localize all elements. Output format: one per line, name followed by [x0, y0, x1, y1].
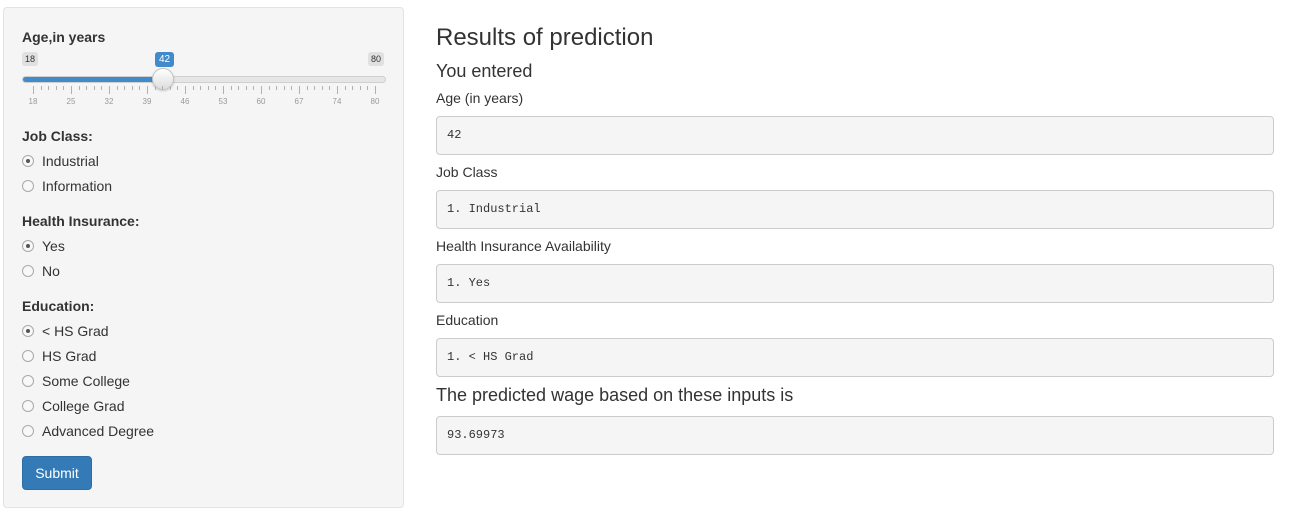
age-slider-tick-label: 32 [104, 97, 114, 106]
submit-button[interactable]: Submit [22, 456, 92, 490]
education-lt-hs-grad-radio[interactable] [22, 325, 34, 337]
age-slider-tick-label: 74 [332, 97, 342, 106]
health-insurance-yes-radio[interactable] [22, 240, 34, 252]
age-slider-tick-label: 39 [142, 97, 152, 106]
job-class-information-radio[interactable] [22, 180, 34, 192]
age-slider-minor-tick [200, 86, 202, 90]
age-slider-major-tick [337, 86, 338, 94]
age-slider-minor-tick [63, 86, 65, 90]
health-insurance-no-label[interactable]: No [42, 263, 60, 279]
job-class-output-box: 1. Industrial [436, 190, 1274, 229]
age-slider-minor-tick [215, 86, 217, 90]
age-slider-minor-tick [131, 86, 133, 90]
age-slider-tick-label: 80 [370, 97, 380, 106]
age-slider-major-tick [261, 86, 262, 94]
education-label: Education: [22, 298, 95, 314]
health-insurance-output-box: 1. Yes [436, 264, 1274, 303]
age-slider-minor-tick [245, 86, 247, 90]
age-slider-minor-tick [86, 86, 88, 90]
education-advanced-degree-radio[interactable] [22, 425, 34, 437]
education-advanced-degree-label[interactable]: Advanced Degree [42, 423, 155, 439]
age-slider-minor-tick [276, 86, 278, 90]
education-some-college-label[interactable]: Some College [42, 373, 130, 389]
education-some-college-radio[interactable] [22, 375, 34, 387]
age-slider-max-label: 80 [368, 52, 385, 66]
age-slider-minor-tick [268, 86, 270, 90]
age-slider-minor-tick [314, 86, 316, 90]
age-slider-tick-label: 67 [294, 97, 304, 106]
age-slider-minor-tick [192, 86, 194, 90]
age-output-box: 42 [436, 116, 1274, 155]
education-hs-grad-label[interactable]: HS Grad [42, 348, 97, 364]
you-entered-heading: You entered [436, 61, 533, 81]
age-slider-major-tick [299, 86, 300, 94]
health-insurance-output-label: Health Insurance Availability [436, 238, 611, 254]
age-slider-minor-tick [238, 86, 240, 90]
age-slider-minor-tick [93, 86, 95, 90]
predicted-wage-heading: The predicted wage based on these inputs… [436, 385, 794, 405]
age-slider-major-tick [147, 86, 148, 94]
health-insurance-label: Health Insurance: [22, 213, 140, 229]
age-slider-major-tick [71, 86, 72, 94]
age-slider-major-tick [375, 86, 376, 94]
age-slider-value-label: 42 [155, 52, 175, 67]
age-slider-minor-tick [162, 86, 164, 90]
age-slider-minor-tick [291, 86, 293, 90]
age-slider-minor-tick [230, 86, 232, 90]
education-college-grad-label[interactable]: College Grad [42, 398, 125, 414]
age-slider-tick-label: 46 [180, 97, 190, 106]
age-slider-minor-tick [329, 86, 331, 90]
job-class-label: Job Class: [22, 128, 93, 144]
results-title: Results of prediction [436, 24, 654, 51]
age-slider-minor-tick [352, 86, 354, 90]
age-slider-label: Age,in years [22, 29, 106, 45]
health-insurance-no-radio[interactable] [22, 265, 34, 277]
age-slider-minor-tick [124, 86, 126, 90]
age-slider-minor-tick [78, 86, 80, 90]
age-slider-minor-tick [321, 86, 323, 90]
job-class-industrial-label[interactable]: Industrial [42, 153, 99, 169]
age-slider-minor-tick [367, 86, 369, 90]
education-output-box: 1. < HS Grad [436, 338, 1274, 377]
education-hs-grad-radio[interactable] [22, 350, 34, 362]
age-slider-tick-label: 53 [218, 97, 228, 106]
age-slider-track[interactable] [22, 76, 386, 83]
age-slider-minor-tick [359, 86, 361, 90]
age-slider-major-tick [109, 86, 110, 94]
age-slider-fill [23, 77, 164, 82]
input-sidebar-panel: Age,in years 18 42 80 18 25 32 39 46 53 60 67 74… [3, 7, 404, 508]
job-class-information-label[interactable]: Information [42, 178, 113, 194]
job-class-industrial-radio[interactable] [22, 155, 34, 167]
age-slider-minor-tick [306, 86, 308, 90]
age-slider-minor-tick [48, 86, 50, 90]
age-slider-minor-tick [139, 86, 141, 90]
predicted-wage-output-box: 93.69973 [436, 416, 1274, 455]
age-slider-major-tick [33, 86, 34, 94]
age-slider-tick-label: 60 [256, 97, 266, 106]
age-output-label: Age (in years) [436, 90, 524, 106]
education-lt-hs-grad-label[interactable]: < HS Grad [42, 323, 109, 339]
age-slider-tick-label: 18 [28, 97, 38, 106]
age-slider-minor-tick [177, 86, 179, 90]
age-slider-minor-tick [55, 86, 57, 90]
age-slider-minor-tick [344, 86, 346, 90]
age-slider-major-tick [185, 86, 186, 94]
age-slider-minor-tick [283, 86, 285, 90]
education-output-label: Education [436, 312, 499, 328]
job-class-output-label: Job Class [436, 164, 498, 180]
age-slider-minor-tick [116, 86, 118, 90]
age-slider-tick-label: 25 [66, 97, 76, 106]
age-slider-min-label: 18 [22, 52, 39, 66]
age-slider-minor-tick [169, 86, 171, 90]
age-slider-minor-tick [154, 86, 156, 90]
age-slider-minor-tick [207, 86, 209, 90]
age-slider-minor-tick [101, 86, 103, 90]
education-college-grad-radio[interactable] [22, 400, 34, 412]
age-slider-minor-tick [253, 86, 255, 90]
age-slider-major-tick [223, 86, 224, 94]
age-slider-minor-tick [40, 86, 42, 90]
health-insurance-yes-label[interactable]: Yes [42, 238, 65, 254]
